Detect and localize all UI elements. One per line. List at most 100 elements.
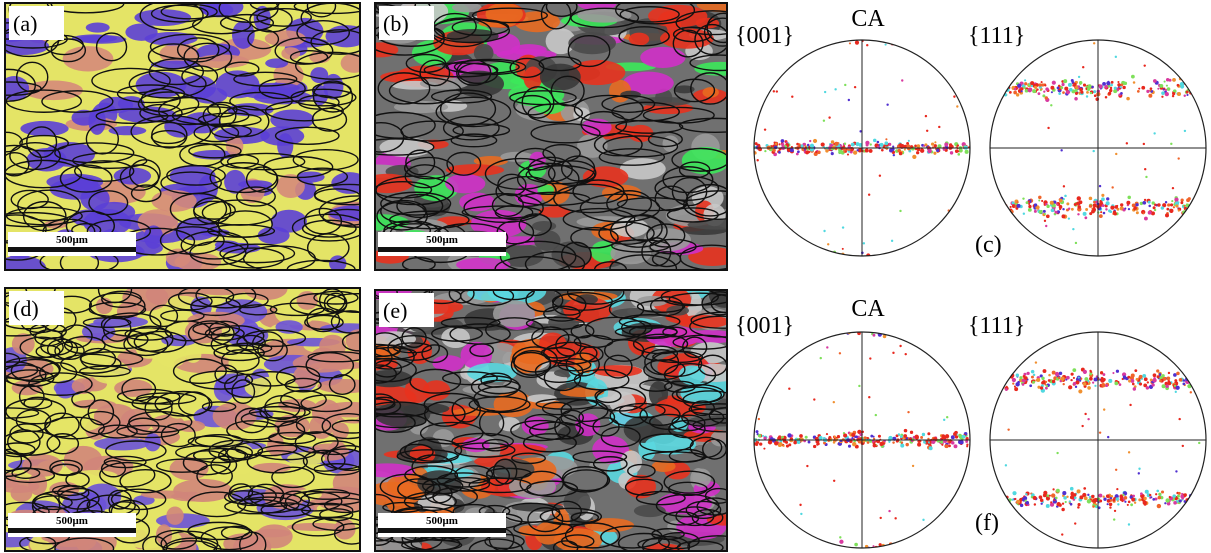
pole-dot: [1142, 373, 1147, 378]
grain-boundary: [119, 164, 160, 191]
grain-boundary: [190, 296, 241, 317]
pole-dot: [1129, 403, 1132, 407]
pole-dot: [1013, 385, 1016, 388]
labels: {001} CA {111} (c) {001} CA {111} (f): [735, 6, 1025, 536]
pole-dot: [1082, 492, 1087, 498]
pole-dot: [1070, 492, 1074, 496]
pole-dot: [1095, 375, 1099, 378]
pole-dot: [1060, 149, 1063, 152]
pole-dot: [897, 433, 901, 436]
grain-boundary: [706, 12, 727, 44]
pole-dot: [992, 90, 997, 95]
pole-dot: [1175, 385, 1180, 390]
pole-dot: [758, 64, 762, 67]
pole-dot: [909, 250, 912, 254]
pole-dot: [993, 383, 997, 387]
grain-boundary: [181, 65, 219, 88]
pole-dot: [943, 418, 946, 422]
pole-dot: [797, 150, 800, 154]
grain-boundary: [289, 50, 329, 65]
grain-boundary: [615, 3, 696, 25]
pole-dot: [952, 325, 955, 328]
pole-dot: [992, 377, 996, 380]
pole-dot: [794, 40, 797, 44]
grain-boundary: [110, 488, 167, 511]
grain-boundary: [295, 416, 332, 435]
grain: [98, 96, 134, 114]
grain-boundary: [525, 165, 596, 185]
pole-dot: [805, 150, 809, 155]
pole-dot: [960, 550, 962, 552]
grain: [143, 225, 164, 249]
pole-dot: [926, 324, 930, 328]
grain-boundary: [5, 452, 32, 478]
grain-boundary: [522, 433, 577, 453]
grain: [88, 107, 106, 135]
pole-dot: [992, 91, 995, 95]
grain-boundary: [302, 449, 346, 472]
pole-dot: [1045, 214, 1050, 219]
pole-dot: [1174, 197, 1179, 202]
pole-dot: [1130, 503, 1134, 507]
pole-dot: [1142, 500, 1147, 505]
map-border: [374, 289, 728, 552]
grain-boundary: [459, 290, 515, 307]
pole-dot: [1061, 533, 1064, 536]
pole-dot: [1148, 93, 1153, 98]
pole-dot: [916, 151, 920, 155]
pole-dot: [1126, 200, 1131, 205]
grain-boundary: [123, 332, 169, 357]
grain-boundary: [23, 396, 53, 410]
grain: [532, 220, 557, 232]
pole-dot: [1135, 377, 1139, 381]
grain: [473, 43, 494, 63]
grain-boundary: [375, 347, 393, 368]
pole-dot: [1144, 489, 1149, 494]
pole-dot: [878, 174, 882, 177]
pole-dot: [1082, 382, 1087, 386]
grain-boundary: [5, 159, 83, 189]
pole-dot: [1095, 97, 1100, 102]
pole-dot: [1102, 408, 1106, 411]
pole-dot: [1197, 501, 1202, 505]
grain: [76, 35, 127, 44]
pole-dot: [963, 329, 965, 331]
pole-dot: [1147, 210, 1152, 215]
pole-dot: [1005, 385, 1008, 388]
grain-boundary: [19, 336, 64, 359]
pole-dot: [1186, 93, 1189, 97]
grain-boundary: [608, 299, 645, 320]
grain: [62, 46, 114, 72]
grain: [71, 378, 95, 394]
grain-boundary: [566, 290, 625, 305]
pole-dot: [996, 201, 1001, 205]
grain-boundary: [51, 484, 88, 497]
pole-dot: [917, 442, 922, 447]
grain: [265, 58, 288, 69]
pole-dot: [933, 144, 937, 148]
grain-boundary: [618, 26, 670, 47]
grain-boundary: [330, 310, 360, 334]
pole-dot: [781, 143, 785, 147]
pole-dot: [1142, 212, 1145, 215]
pole-dot: [1110, 205, 1115, 210]
pole-dot: [1171, 200, 1174, 203]
pole-dot: [1149, 89, 1152, 92]
pole-dot: [825, 149, 829, 153]
pole-dot: [1148, 204, 1151, 208]
grain-boundary: [59, 164, 113, 193]
grain-boundary: [291, 213, 360, 242]
grain-boundary: [525, 290, 564, 313]
pole-dot: [805, 40, 810, 45]
pole-dot: [1091, 494, 1095, 499]
grain-boundary: [388, 76, 462, 105]
pole-dot: [1197, 209, 1202, 214]
pole-dot: [935, 41, 941, 46]
pole-dot: [760, 254, 764, 256]
grain: [592, 435, 629, 464]
pole-dot: [1182, 379, 1186, 382]
pole-dot: [1194, 519, 1197, 522]
pole-dot: [958, 148, 963, 153]
pole-dot: [964, 332, 967, 334]
pole-dot: [885, 545, 888, 548]
